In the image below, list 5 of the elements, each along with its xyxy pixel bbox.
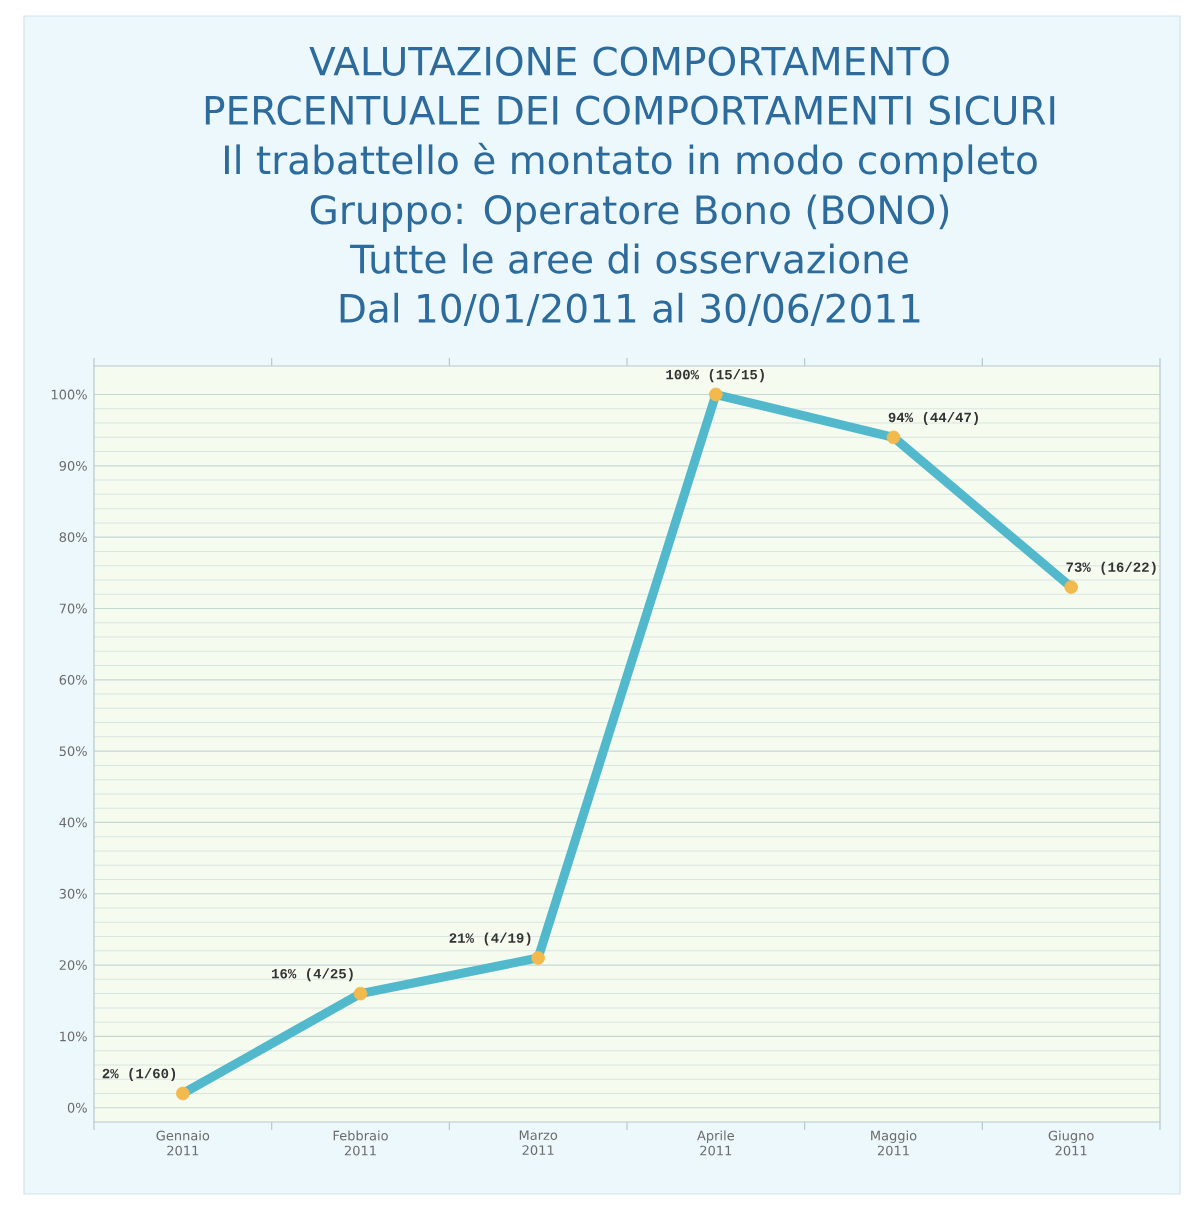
text: Dal 10/01/2011 al 30/06/2011: [340, 292, 920, 326]
chart-subtitle: Il trabattello è montato in modo completo: [225, 142, 1037, 183]
text: Tutte le aree di osservazione: [350, 243, 908, 274]
chart-title: VALUTAZIONE COMPORTAMENTO PERCENTUALE DEI COMPORTAMENTI SICURI: [205, 46, 1055, 126]
text: Gruppo: Operatore Bono (BONO): [310, 194, 949, 233]
